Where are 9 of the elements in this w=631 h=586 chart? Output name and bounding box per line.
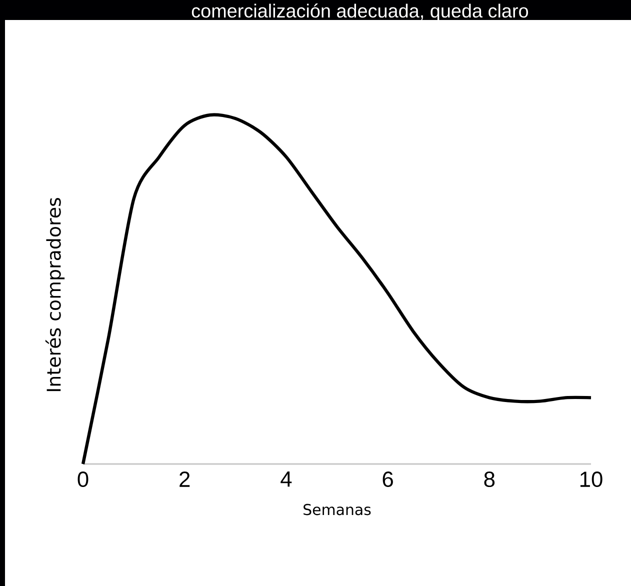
x-axis-title: Semanas <box>304 504 371 516</box>
x-tick-label: 6 <box>382 472 393 488</box>
x-tick-label: 10 <box>580 472 602 488</box>
x-tick-label: 2 <box>180 472 190 487</box>
text: comercialización adecuada, queda claro <box>192 4 528 22</box>
x-tick-label: 8 <box>484 472 495 488</box>
x-tick-label: 0 <box>78 472 88 488</box>
x-tick-label: 4 <box>280 472 292 487</box>
y-axis-title: Interés compradores <box>45 198 65 392</box>
